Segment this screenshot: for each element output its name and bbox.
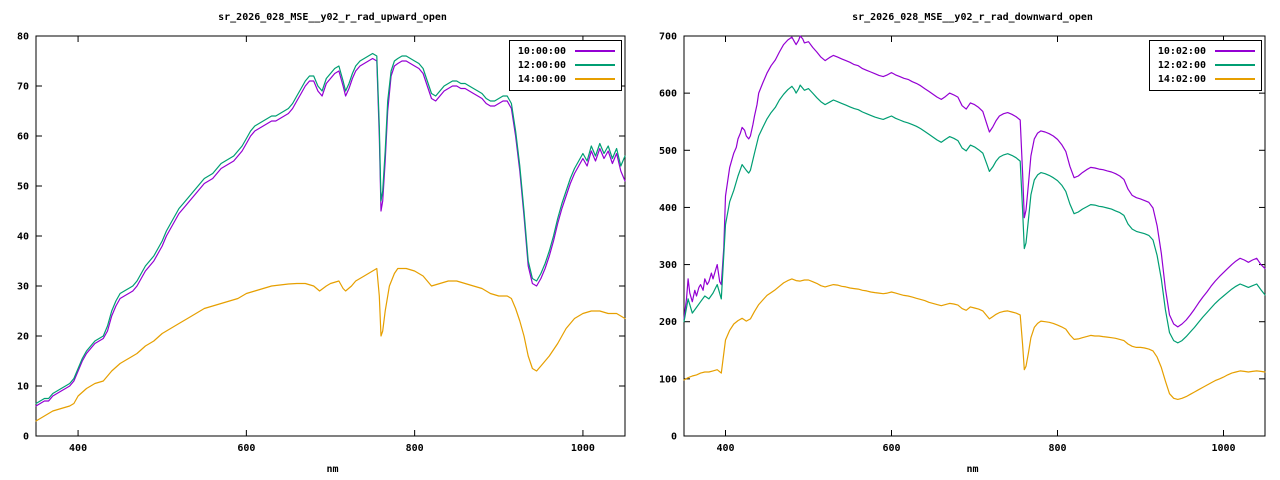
- y-tick-label: 0: [23, 432, 29, 443]
- y-tick-label: 80: [17, 32, 29, 43]
- legend-entry: 10:02:00: [1158, 44, 1255, 58]
- legend-label: 12:02:00: [1157, 59, 1206, 71]
- x-tick-label: 1000: [571, 443, 595, 454]
- x-tick-label: 600: [237, 443, 255, 454]
- legend-label: 14:02:00: [1157, 73, 1206, 85]
- y-tick-label: 300: [659, 260, 677, 271]
- plot-border: [683, 35, 1266, 437]
- legend-label: 12:00:00: [517, 59, 566, 71]
- x-tick-label: 1000: [1211, 443, 1235, 454]
- legend-label: 10:00:00: [517, 45, 566, 57]
- x-tick-label: 400: [716, 443, 734, 454]
- legend-line-sample: [1215, 50, 1255, 52]
- series-line-12:02:00: [683, 84, 1266, 344]
- legend-label: 14:00:00: [517, 73, 566, 85]
- y-tick-label: 200: [659, 317, 677, 328]
- x-axis-label-upward: nm: [326, 464, 339, 475]
- x-tick-label: 800: [406, 443, 424, 454]
- legend-entry: 14:00:00: [518, 72, 615, 86]
- y-tick-label: 60: [17, 132, 29, 143]
- series-line-10:02:00: [683, 35, 1266, 328]
- chart-title-upward: sr_2026_028_MSE__y02_r_rad_upward_open: [218, 12, 447, 23]
- legend-line-sample: [1215, 78, 1255, 80]
- y-tick-label: 700: [659, 32, 677, 43]
- chart-title-downward: sr_2026_028_MSE__y02_r_rad_downward_open: [852, 12, 1093, 23]
- y-tick-label: 30: [17, 282, 29, 293]
- y-tick-label: 10: [17, 382, 29, 393]
- series-line-14:02:00: [683, 278, 1266, 400]
- x-tick-label: 400: [69, 443, 87, 454]
- y-tick-label: 20: [17, 332, 29, 343]
- y-tick-label: 500: [659, 146, 677, 157]
- chart-panel-downward: sr_2026_028_MSE__y02_r_rad_downward_open…: [640, 0, 1280, 480]
- legend-line-sample: [1215, 64, 1255, 66]
- chart-panel-upward: sr_2026_028_MSE__y02_r_rad_upward_open 4…: [17, 12, 626, 475]
- legend-entry: 14:02:00: [1158, 72, 1255, 86]
- legend-line-sample: [575, 64, 615, 66]
- x-axis-label-downward: nm: [966, 464, 979, 475]
- series-line-14:00:00: [35, 267, 626, 422]
- downward-radiance-chart: 400 600 800 1000 0 100 200 300 400 500 600 700: [659, 32, 1266, 454]
- x-tick-label: 600: [882, 443, 900, 454]
- upward-radiance-chart: 400 600 800 1000 0 10 20 30 40 50 60 70 80: [17, 32, 626, 454]
- x-tick-label: 800: [1048, 443, 1066, 454]
- plot-border: [35, 35, 626, 437]
- y-tick-label: 70: [17, 82, 29, 93]
- legend-line-sample: [575, 50, 615, 52]
- legend-upward: 10:00:00 12:00:00 14:00:00: [508, 40, 622, 91]
- legend-downward: 10:02:00 12:02:00 14:02:00: [1148, 40, 1262, 91]
- y-tick-label: 600: [659, 89, 677, 100]
- series-line-10:00:00: [35, 57, 626, 407]
- y-tick-label: 400: [659, 203, 677, 214]
- legend-line-sample: [575, 78, 615, 80]
- legend-label: 10:02:00: [1157, 45, 1206, 57]
- legend-entry: 12:00:00: [518, 58, 615, 72]
- series-line-12:00:00: [35, 52, 626, 405]
- legend-entry: 10:00:00: [518, 44, 615, 58]
- y-tick-label: 100: [659, 374, 677, 385]
- y-tick-label: 40: [17, 232, 29, 243]
- legend-entry: 12:02:00: [1158, 58, 1255, 72]
- y-tick-label: 50: [17, 182, 29, 193]
- y-tick-label: 0: [671, 432, 677, 443]
